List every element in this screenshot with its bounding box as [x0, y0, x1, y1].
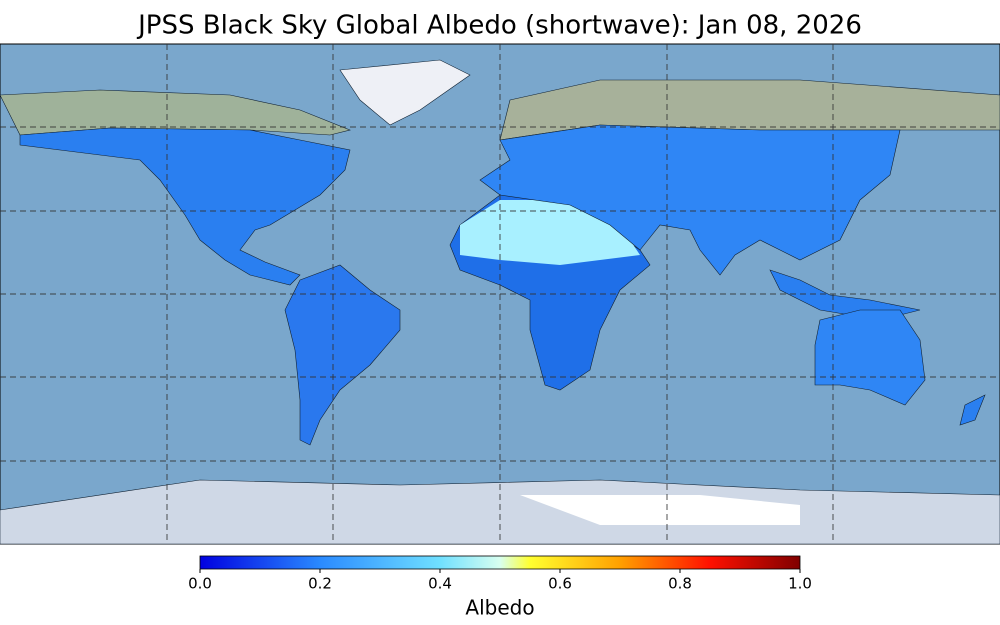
antarctica [0, 479, 1000, 545]
south-america [284, 264, 401, 446]
colorbar-tick-label: 0.2 [308, 575, 332, 593]
colorbar [199, 555, 801, 570]
greenland [339, 59, 471, 126]
antarctic-snow [520, 495, 800, 525]
colorbar-tick-label: 0.6 [548, 575, 572, 593]
graticule [0, 44, 1000, 544]
colorbar-label: Albedo [465, 596, 534, 620]
colorbar-tick-label: 0.0 [188, 575, 212, 593]
colorbar-tick-label: 0.8 [668, 575, 692, 593]
new-zealand [959, 394, 986, 426]
title: JPSS Black Sky Global Albedo (shortwave)… [136, 11, 862, 41]
colorbar-tick-label: 1.0 [788, 575, 812, 593]
colorbar-tick-label: 0.4 [428, 575, 452, 593]
eurasia [479, 124, 901, 276]
map [0, 43, 1000, 545]
australia [814, 309, 926, 406]
maritime-asia [769, 269, 921, 321]
